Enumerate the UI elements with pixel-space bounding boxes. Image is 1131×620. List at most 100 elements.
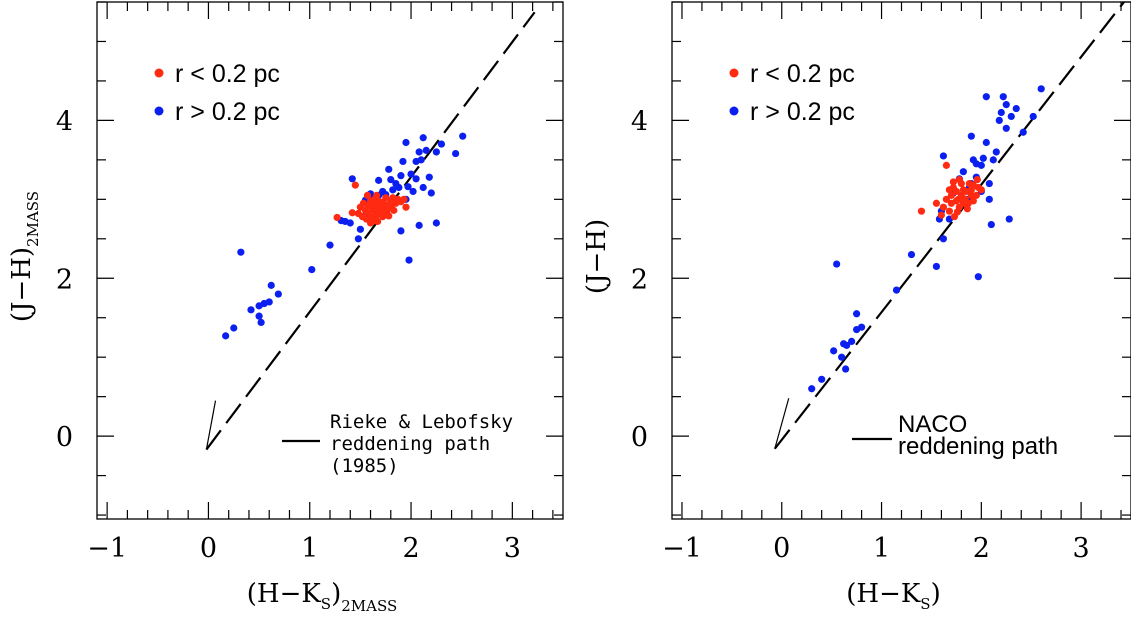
data-point bbox=[949, 178, 957, 186]
data-point bbox=[848, 337, 856, 346]
data-point bbox=[932, 199, 941, 207]
reddening-path-line bbox=[205, 11, 536, 451]
right-panel: −1 0 1 2 3 0 2 4 (H−KS) (J−H) r < 0.2 pc r > 0.2 pc… bbox=[582, 1, 1131, 613]
legend-label: r > 0.2 pc bbox=[175, 98, 280, 126]
data-point bbox=[274, 290, 282, 298]
legend-marker bbox=[154, 106, 164, 116]
data-point bbox=[333, 213, 341, 222]
data-point bbox=[1029, 112, 1037, 121]
data-point bbox=[459, 132, 467, 140]
data-point bbox=[852, 310, 861, 318]
legend-marker bbox=[729, 68, 739, 78]
data-point bbox=[308, 265, 316, 274]
data-point bbox=[400, 195, 408, 203]
y-tick-label: 4 bbox=[56, 106, 73, 137]
data-point bbox=[1007, 112, 1015, 121]
data-point bbox=[348, 209, 356, 217]
data-point bbox=[389, 186, 397, 194]
x-tick-label: 3 bbox=[504, 533, 521, 564]
data-point bbox=[373, 191, 381, 199]
data-point bbox=[432, 219, 440, 227]
data-point bbox=[222, 332, 230, 340]
data-point bbox=[942, 195, 951, 203]
data-point bbox=[409, 187, 417, 196]
data-point bbox=[945, 186, 953, 194]
data-point bbox=[348, 175, 356, 183]
data-point bbox=[838, 353, 846, 361]
data-point bbox=[1002, 124, 1010, 132]
data-point bbox=[808, 385, 816, 393]
data-point bbox=[969, 181, 977, 189]
data-point bbox=[425, 173, 433, 181]
data-point bbox=[985, 179, 993, 188]
data-point bbox=[230, 324, 238, 332]
data-point bbox=[830, 347, 838, 355]
data-point bbox=[959, 168, 967, 176]
data-point bbox=[351, 181, 359, 189]
legend-label: r > 0.2 pc bbox=[750, 98, 855, 126]
data-point bbox=[419, 183, 427, 192]
x-axis-label: (H−KS) bbox=[846, 579, 940, 613]
x-tick-label: 0 bbox=[200, 533, 217, 564]
data-point bbox=[267, 281, 275, 289]
left-panel: −1 0 1 2 3 0 2 4 (H−KS)2MASS (J−H)2MASS r < 0.2 pc… bbox=[7, 1, 564, 615]
data-point bbox=[818, 375, 826, 383]
x-tick-label: 2 bbox=[402, 533, 419, 564]
x-tick-label: 1 bbox=[301, 533, 318, 564]
x-tick-label: −1 bbox=[87, 533, 127, 564]
data-point bbox=[942, 161, 951, 169]
data-point bbox=[1005, 215, 1013, 223]
data-point bbox=[1037, 85, 1045, 93]
data-point bbox=[972, 160, 980, 168]
data-point bbox=[955, 175, 963, 184]
data-point bbox=[363, 191, 372, 199]
data-point bbox=[999, 93, 1007, 101]
x-tick-label: 2 bbox=[973, 533, 990, 564]
data-point bbox=[989, 156, 997, 164]
data-point bbox=[985, 195, 993, 203]
x-tick-label: 1 bbox=[873, 533, 890, 564]
y-tick-label: 0 bbox=[631, 422, 648, 453]
data-point bbox=[1012, 104, 1020, 113]
y-axis-label: (J−H)2MASS bbox=[7, 191, 42, 322]
data-point bbox=[992, 148, 1000, 156]
data-point bbox=[407, 170, 415, 178]
x-axis-label: (H−KS)2MASS bbox=[247, 579, 398, 615]
data-point bbox=[356, 225, 364, 233]
data-point bbox=[953, 208, 961, 216]
data-point bbox=[265, 298, 273, 306]
x-tick-label: 0 bbox=[773, 533, 790, 564]
data-point bbox=[427, 189, 435, 197]
x-tick-label: 3 bbox=[1073, 533, 1090, 564]
data-point bbox=[397, 227, 405, 235]
series-r-lt-0-2pc bbox=[917, 161, 985, 221]
data-point bbox=[374, 217, 382, 226]
data-point bbox=[326, 241, 334, 249]
y-tick-label: 2 bbox=[56, 264, 73, 295]
data-point bbox=[952, 187, 960, 196]
data-point bbox=[419, 134, 427, 142]
data-point bbox=[1002, 101, 1010, 109]
data-point bbox=[963, 205, 971, 213]
y-axis-label: (J−H) bbox=[582, 219, 612, 294]
data-point bbox=[907, 250, 916, 259]
data-point bbox=[857, 323, 866, 331]
annotation-text: NACO bbox=[898, 411, 967, 438]
data-point bbox=[402, 138, 410, 147]
data-point bbox=[982, 93, 990, 101]
data-point bbox=[939, 152, 948, 160]
annotation-text: Rieke & Lebofsky bbox=[330, 411, 513, 433]
data-point bbox=[973, 175, 981, 184]
data-point bbox=[415, 221, 423, 229]
data-point bbox=[387, 175, 395, 184]
series-r-lt-0-2pc bbox=[333, 181, 410, 227]
data-point bbox=[385, 212, 393, 220]
data-point bbox=[833, 260, 841, 268]
data-point bbox=[917, 207, 926, 215]
arrow-mark bbox=[774, 398, 790, 449]
legend-label: r < 0.2 pc bbox=[750, 60, 855, 88]
data-point bbox=[979, 154, 987, 162]
data-point bbox=[354, 235, 362, 243]
annotation-text: (1985) bbox=[330, 455, 399, 477]
